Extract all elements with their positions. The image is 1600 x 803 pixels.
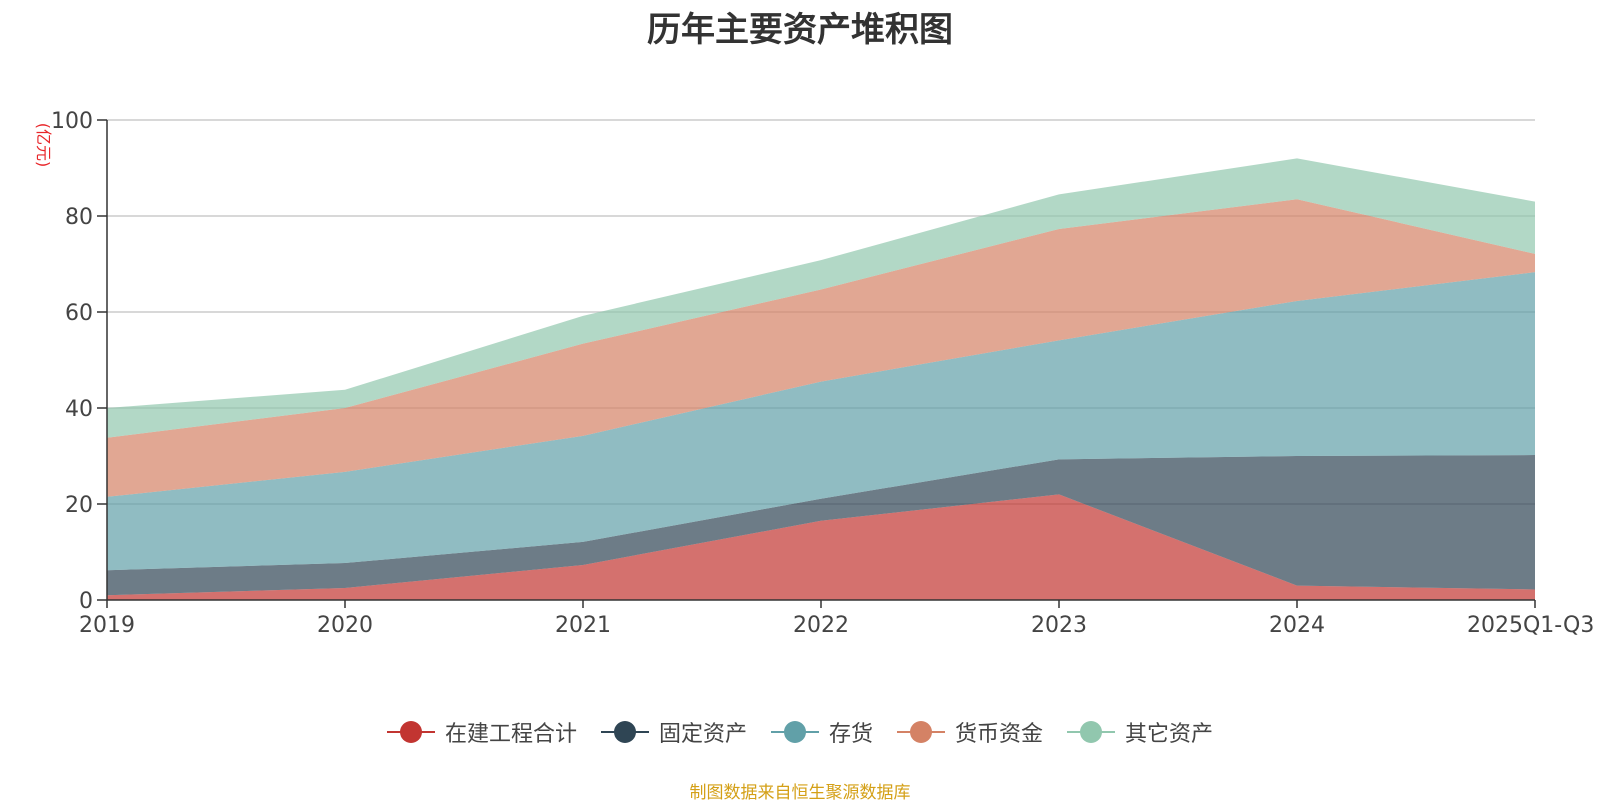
area-其它资产: [107, 158, 1535, 438]
y-tick-label: 0: [79, 589, 93, 614]
legend-item[interactable]: 其它资产: [1067, 716, 1213, 748]
plot-area: 0 20 40 60 80 100 2019 2020 2021 2022 2023 2024 2025…: [34, 109, 1594, 638]
x-tick-label: 2024: [1269, 613, 1325, 638]
area-在建工程合计: [107, 494, 1535, 600]
chart-title: 历年主要资产堆积图: [647, 10, 953, 50]
legend-dot: [1080, 721, 1103, 743]
legend-marker-icon: [1067, 720, 1116, 744]
area-固定资产: [107, 455, 1535, 596]
legend-label: 货币资金: [955, 722, 1044, 747]
legend-marker-icon: [386, 720, 435, 744]
legend-dot: [783, 721, 806, 743]
legend-dot: [910, 721, 932, 743]
legend-marker-icon: [770, 720, 819, 744]
legend-item[interactable]: 固定资产: [600, 716, 747, 748]
y-tick-label: 20: [65, 493, 93, 518]
y-tick-label: 100: [51, 109, 93, 134]
axis-layer: 0 20 40 60 80 100 2019 2020 2021 2022 2023 2024 2025…: [34, 109, 1594, 638]
legend-label: 存货: [828, 722, 873, 747]
legend-item[interactable]: 存货: [770, 716, 873, 748]
y-axis-unit-label: (亿元): [34, 123, 53, 168]
x-tick-label: 2021: [555, 613, 611, 638]
legend-marker-icon: [600, 720, 649, 744]
x-tick-label: 2023: [1031, 613, 1087, 638]
legend-label: 固定资产: [658, 722, 747, 747]
y-tick-label: 60: [65, 301, 93, 326]
area-layer: [107, 158, 1535, 600]
x-tick-label: 2020: [317, 613, 373, 638]
legend-item[interactable]: 在建工程合计: [386, 716, 577, 748]
x-tick-label: 2025Q1-Q3: [1467, 613, 1594, 638]
legend-marker-icon: [897, 720, 945, 744]
area-货币资金: [107, 199, 1535, 497]
x-tick-label: 2022: [793, 613, 849, 638]
y-tick-label: 40: [65, 397, 93, 422]
legend-label: 在建工程合计: [444, 722, 577, 747]
legend: 在建工程合计 固定资产 存货 货币资金 其它资产: [0, 716, 1600, 748]
legend-item[interactable]: 货币资金: [897, 716, 1043, 748]
x-tick-label: 2019: [79, 613, 135, 638]
y-tick-label: 80: [65, 205, 93, 230]
area-存货: [107, 272, 1535, 571]
legend-dot: [613, 721, 636, 743]
legend-label: 其它资产: [1125, 722, 1214, 747]
legend-dot: [399, 721, 422, 743]
data-source-note: 制图数据来自恒生聚源数据库: [689, 783, 911, 803]
